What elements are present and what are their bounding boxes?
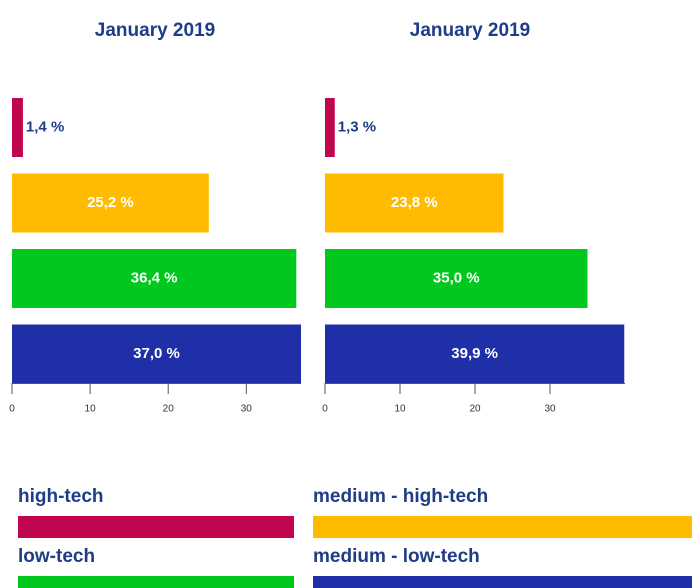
bar	[325, 324, 625, 384]
legend-label: medium - high-tech	[313, 486, 488, 507]
x-tick-label: 10	[394, 404, 406, 415]
legend-swatch	[18, 576, 294, 588]
x-tick-label: 30	[241, 404, 253, 415]
chart-title: January 2019	[95, 20, 215, 41]
bar	[325, 173, 504, 233]
legend-swatch	[313, 516, 692, 538]
legend-label: low-tech	[18, 546, 95, 567]
x-tick-label: 0	[322, 404, 328, 415]
value-label: 37,0 %	[133, 345, 180, 362]
legend-swatch	[18, 516, 294, 538]
value-label: 1,3 %	[338, 118, 376, 135]
x-tick-label: 0	[9, 404, 15, 415]
bar	[12, 249, 297, 308]
value-label: 25,2 %	[87, 194, 134, 211]
bar	[325, 98, 335, 157]
x-tick-label: 30	[544, 404, 556, 415]
bar	[325, 249, 588, 308]
value-label: 36,4 %	[131, 269, 178, 286]
value-label: 35,0 %	[433, 269, 480, 286]
legend-label: high-tech	[18, 486, 104, 507]
value-label: 23,8 %	[391, 194, 438, 211]
legend-label: medium - low-tech	[313, 546, 480, 567]
x-tick-label: 20	[469, 404, 481, 415]
value-label: 39,9 %	[451, 345, 498, 362]
bar	[12, 98, 23, 157]
value-label: 1,4 %	[26, 118, 64, 135]
chart-title: January 2019	[410, 20, 530, 41]
bar	[12, 173, 209, 233]
legend-swatch	[313, 576, 692, 588]
x-tick-label: 10	[85, 404, 97, 415]
bar	[12, 324, 301, 384]
x-tick-label: 20	[163, 404, 175, 415]
